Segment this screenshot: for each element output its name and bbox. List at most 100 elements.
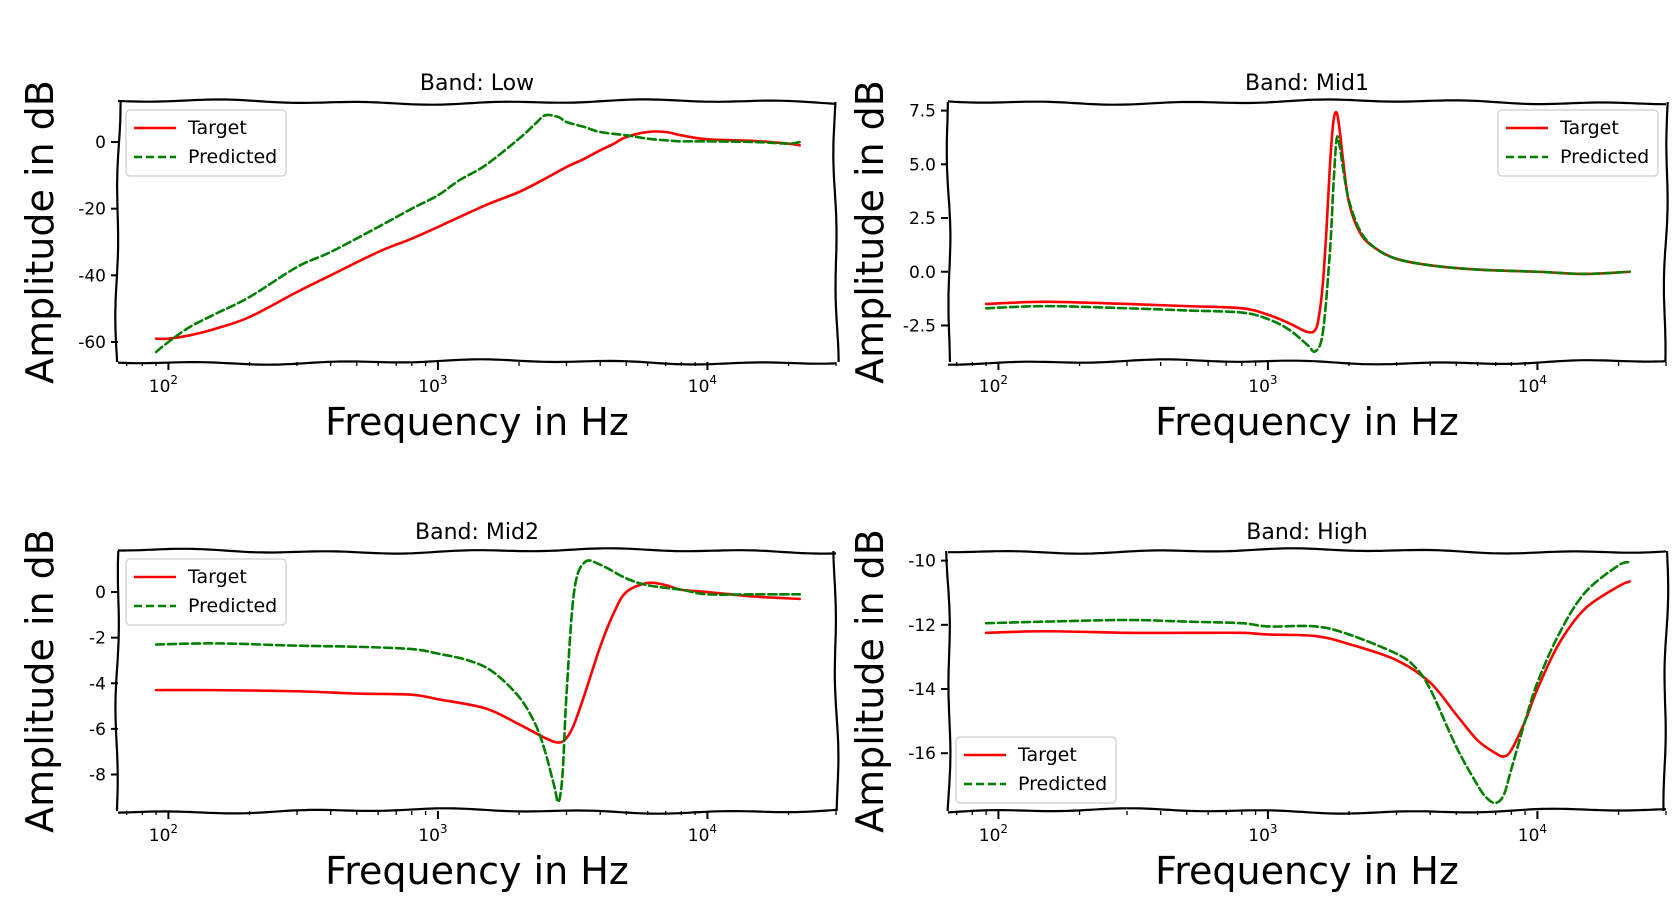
y-tick-label: -20 [78,200,106,220]
series-line-predicted [154,559,801,804]
x-tick-base: 10 [1518,826,1540,846]
series-line-predicted [154,113,801,354]
x-tick-label: 103 [418,373,447,397]
legend: Target Predicted [955,736,1117,804]
legend-box [125,558,287,626]
x-tick-base: 10 [418,826,440,846]
x-tick-exponent: 3 [440,822,448,836]
legend-box [125,109,287,177]
subplot-1: Band: Low Frequency in Hz Amplitude in dB 0… [18,71,840,444]
axes-frame-top [948,547,1667,555]
axes-frame-right [832,101,840,362]
x-tick-label: 103 [418,822,447,846]
subplot-title: Band: Mid1 [1245,71,1369,96]
y-axis-label: Amplitude in dB [848,529,892,833]
series-line-target [984,580,1631,758]
x-tick-label: 104 [1518,373,1547,397]
subplot-2: Band: Mid1 Frequency in Hz Amplitude in dB… [848,71,1669,444]
axes-frame-bottom [117,807,837,815]
x-tick-label: 102 [149,822,178,846]
x-tick-base: 10 [1248,377,1270,397]
y-tick-label: 0 [95,133,106,153]
x-tick-exponent: 3 [1270,373,1278,387]
legend: Target Predicted [125,109,287,177]
y-tick-label: -2 [89,629,106,649]
axes-frame-right [832,550,840,812]
legend-label: Predicted [1560,146,1649,168]
legend-label: Predicted [188,595,277,617]
legend-label: Target [187,117,247,139]
y-tick-label: -6 [89,720,106,740]
series-line-target [154,581,801,744]
legend-label: Predicted [1018,773,1107,795]
legend-label: Target [187,566,247,588]
x-tick-base: 10 [1248,826,1270,846]
axes-frame-top [118,547,837,555]
x-tick-base: 10 [688,377,710,397]
x-tick-label: 102 [149,373,178,397]
y-tick-label: 5.0 [909,155,936,175]
x-axis-label: Frequency in Hz [1155,849,1459,893]
subplot-title: Band: High [1246,520,1367,545]
legend: Target Predicted [1497,109,1659,177]
x-tick-label: 102 [979,822,1008,846]
x-tick-exponent: 4 [709,373,717,387]
subplot-title: Band: Mid2 [415,520,539,545]
y-tick-label: -10 [908,552,936,572]
y-tick-label: -8 [89,766,106,786]
legend-box [955,736,1117,804]
x-tick-label: 104 [688,373,717,397]
subplot-3: Band: Mid2 Frequency in Hz Amplitude in dB… [18,520,840,893]
x-tick-label: 102 [979,373,1008,397]
axes-frame-top [117,98,837,106]
x-tick-base: 10 [418,377,440,397]
x-tick-base: 10 [979,826,1001,846]
x-tick-exponent: 2 [170,822,178,836]
axes-frame-top [947,98,1666,106]
legend-label: Target [1559,117,1619,139]
x-tick-exponent: 4 [1539,822,1547,836]
y-tick-label: 0 [95,583,106,603]
x-tick-exponent: 2 [170,373,178,387]
subplot-4: Band: High Frequency in Hz Amplitude in dB… [848,520,1670,893]
y-axis-label: Amplitude in dB [18,529,62,833]
x-tick-base: 10 [688,826,710,846]
y-tick-label: -14 [908,680,936,700]
x-axis-label: Frequency in Hz [325,400,629,444]
y-tick-label: -16 [908,744,936,764]
x-tick-label: 103 [1248,373,1277,397]
x-tick-exponent: 2 [1000,822,1008,836]
y-tick-label: -40 [78,266,106,286]
x-tick-base: 10 [979,377,1001,397]
y-tick-label: -12 [908,616,936,636]
x-tick-base: 10 [1518,377,1540,397]
x-tick-base: 10 [149,377,171,397]
x-axis-label: Frequency in Hz [325,849,629,893]
x-tick-label: 104 [688,822,717,846]
legend: Target Predicted [125,558,287,626]
axes-frame-bottom [947,807,1667,815]
x-tick-label: 104 [1518,822,1547,846]
y-tick-label: -4 [89,674,106,694]
legend-box [1497,109,1659,177]
axes-frame-left [945,550,952,812]
subplot-title: Band: Low [420,71,534,96]
axes-frame-left [114,101,122,363]
axes-frame-right [1662,101,1669,363]
y-tick-label: 0.0 [909,263,936,283]
y-tick-label: 2.5 [909,209,936,229]
series-line-predicted [984,135,1631,354]
axes-frame-right [1662,550,1670,811]
axes-frame-bottom [948,358,1667,366]
x-tick-exponent: 4 [709,822,717,836]
y-axis-label: Amplitude in dB [18,80,62,384]
y-tick-label: -2.5 [903,316,936,336]
x-tick-exponent: 3 [440,373,448,387]
axes-frame-left [945,102,952,362]
x-axis-label: Frequency in Hz [1155,400,1459,444]
legend-label: Target [1017,744,1077,766]
x-tick-exponent: 4 [1539,373,1547,387]
y-axis-label: Amplitude in dB [848,80,892,384]
x-tick-base: 10 [149,826,171,846]
